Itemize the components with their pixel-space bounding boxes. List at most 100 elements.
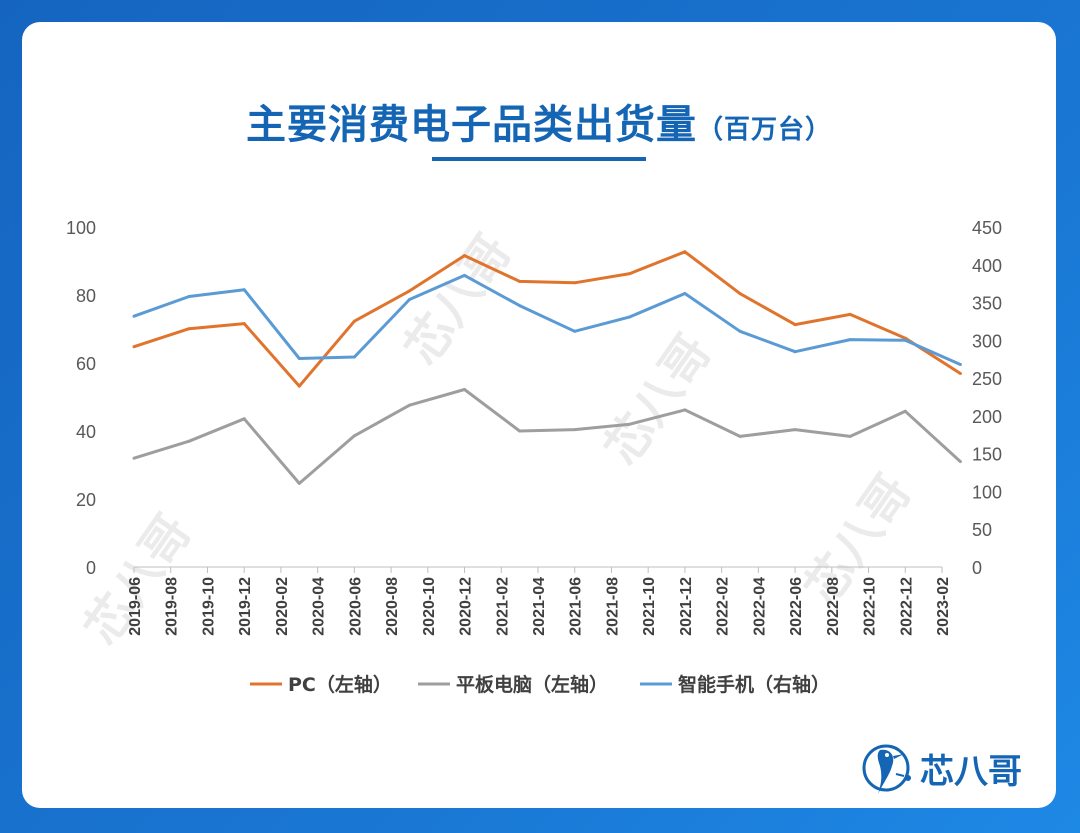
x-tick-label: 2020-06 [347,577,364,636]
data-point [573,329,577,333]
x-tick-label: 2022-02 [715,577,732,636]
data-point [242,417,246,421]
legend-label: 智能手机（右轴） [678,673,830,696]
y-right-tick-label: 450 [972,218,1002,238]
data-point [297,481,301,485]
x-tick-label: 2021-02 [494,577,511,636]
data-point [793,428,797,432]
y-right-tick-label: 200 [972,407,1002,427]
x-tick-label: 2021-04 [531,577,548,636]
chart-title-main: 主要消费电子品类出货量 [245,102,697,148]
brand-logo: 芯八哥 [860,738,1022,798]
data-point [683,250,687,254]
x-tick-label: 2019-12 [237,577,254,636]
data-point [132,456,136,460]
data-point [518,429,522,433]
x-tick-label: 2020-02 [274,577,291,636]
y-left-tick-label: 100 [66,218,96,238]
data-point [793,350,797,354]
data-point [352,319,356,323]
x-tick-label: 2022-08 [825,577,842,636]
y-left-tick-label: 40 [76,422,96,442]
data-point [242,288,246,292]
data-point [352,355,356,359]
data-point [628,315,632,319]
x-tick-label: 2023-02 [935,577,952,636]
data-point [408,403,411,407]
data-point [132,314,136,318]
line-chart: 0 20 40 60 80 100 0 50 100 150 200 250 300 350 400 450 2… [66,218,1002,696]
data-point [297,384,301,388]
data-point [683,408,687,412]
chart-title: 主要消费电子品类出货量（百万台） [22,92,1056,150]
y-left-tick-label: 60 [76,354,96,374]
data-point [518,304,522,308]
x-tick-label: 2021-06 [568,577,585,636]
data-point [573,281,577,285]
title-underline [432,157,646,161]
chart-title-unit: （百万台） [696,115,832,145]
y-right-tick-label: 0 [972,558,982,578]
data-point [958,372,962,375]
data-point [518,279,522,283]
x-tick-label: 2021-12 [678,577,695,636]
data-point [463,273,466,277]
chart-card: 主要消费电子品类出货量（百万台） 芯八哥 芯八哥 芯八哥 芯八哥 0 20 40 60… [22,22,1056,808]
data-point [848,434,852,438]
y-right-tick-label: 100 [972,482,1002,502]
x-tick-label: 2019-10 [200,577,217,636]
y-left-tick-label: 20 [76,490,96,510]
data-point [573,428,577,432]
x-tick-label: 2021-08 [604,577,621,636]
x-tick-label: 2020-12 [458,577,475,636]
data-point [683,292,687,295]
x-tick-label: 2020-10 [421,577,438,636]
y-right-tick-label: 400 [972,256,1002,276]
data-point [628,422,632,426]
data-point [297,357,301,360]
x-tick-label: 2020-04 [311,577,328,636]
y-right-tick-label: 50 [972,520,992,540]
data-point [848,312,852,316]
brand-name: 芯八哥 [920,751,1022,792]
data-point [187,439,191,443]
x-tick-label: 2021-10 [641,577,658,636]
data-point [628,272,632,276]
x-tick-label: 2022-04 [751,577,768,636]
y-right-tick-label: 250 [972,369,1002,389]
y-right-tick-label: 300 [972,331,1002,351]
data-point [132,345,136,349]
y-right-tick-label: 150 [972,445,1002,465]
x-tick-label: 2020-08 [384,577,401,636]
y-right-tick-label: 350 [972,294,1002,314]
data-point [463,254,466,258]
data-point [242,322,246,326]
data-point [903,338,907,342]
data-point [738,329,742,333]
x-tick-label: 2022-12 [898,577,915,636]
y-left-tick-label: 80 [76,286,96,306]
data-point [958,460,962,464]
series-line-tablet [133,388,962,485]
x-tick-label: 2022-10 [862,577,879,636]
legend-label: PC（左轴） [288,673,392,696]
data-point [408,298,411,301]
x-tick-label: 2019-08 [164,577,181,636]
data-point [738,434,742,438]
data-point [408,289,411,293]
data-point [187,295,191,298]
x-tick-label: 2019-06 [127,577,144,636]
legend-label: 平板电脑（左轴） [456,673,608,696]
data-point [958,363,962,366]
data-point [793,323,797,327]
data-point [903,409,907,413]
data-point [848,338,852,342]
data-point [352,434,356,438]
y-left-tick-label: 0 [86,558,96,578]
data-point [463,388,466,391]
bird-logo-icon [862,744,911,794]
series-line-smartphone [133,273,962,366]
data-point [187,327,191,331]
x-tick-label: 2022-06 [788,577,805,636]
data-point [738,292,742,296]
